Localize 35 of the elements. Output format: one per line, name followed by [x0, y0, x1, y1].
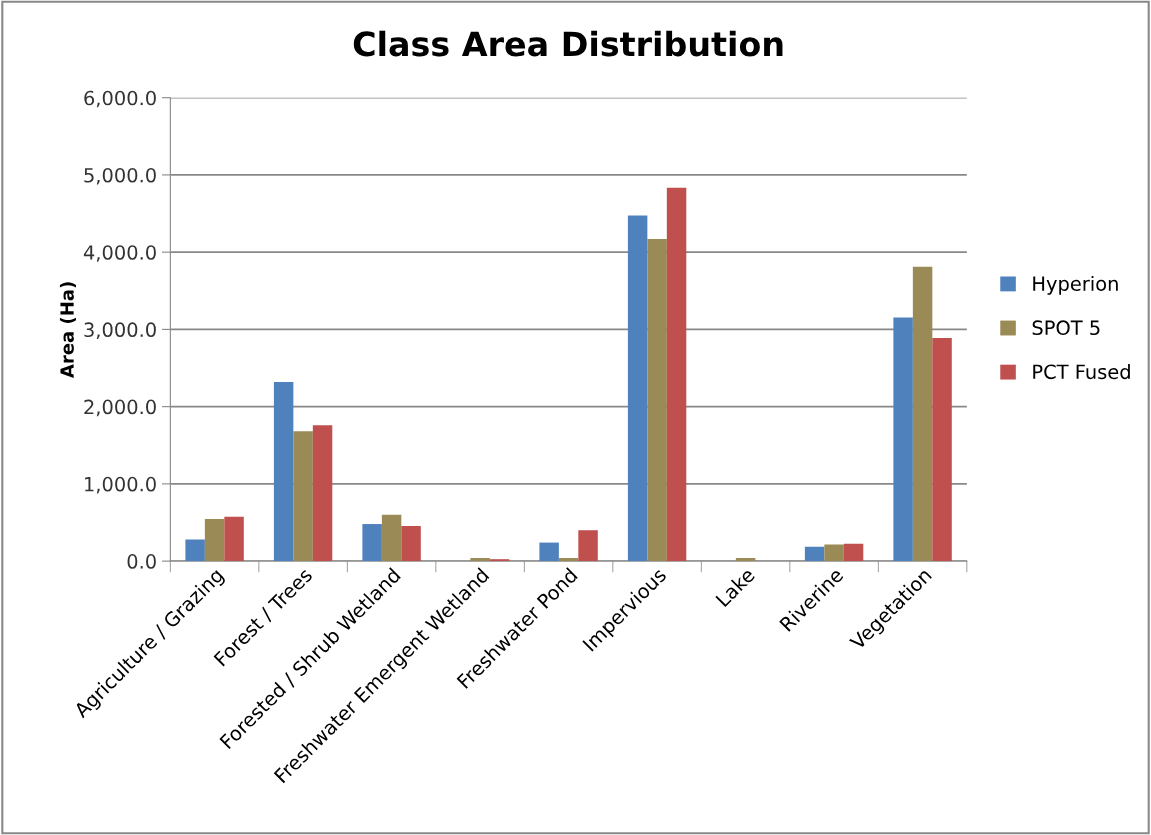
bar [558, 558, 579, 562]
legend-label: PCT Fused [1033, 364, 1130, 380]
y-tick-label: 2,000.0 [84, 399, 156, 417]
bar [824, 544, 844, 562]
y-tick-label: 5,000.0 [84, 167, 156, 185]
bar [401, 525, 421, 562]
bar [224, 516, 244, 562]
y-axis-title: Area (Ha) [59, 282, 77, 379]
bar [470, 558, 490, 562]
y-tick-label: 0.0 [127, 554, 156, 569]
bar [293, 431, 313, 562]
bar [204, 519, 225, 562]
bar [735, 558, 756, 562]
bar [843, 543, 864, 562]
bar [362, 524, 382, 562]
y-tick-label: 4,000.0 [83, 245, 156, 262]
bar [578, 530, 598, 562]
bar [647, 239, 667, 562]
chart-title: Class Area Distribution [353, 30, 783, 57]
bar [539, 542, 559, 562]
y-tick-label: 1,000.0 [85, 476, 156, 494]
bar [312, 425, 333, 562]
bar [273, 381, 294, 562]
legend-label: Hyperion [1033, 275, 1118, 295]
legend-label: SPOT 5 [1032, 320, 1100, 336]
y-tick-label: 3,000.0 [84, 322, 156, 340]
y-tick-label: 6,000.0 [84, 90, 156, 108]
bar [185, 539, 205, 562]
bar [627, 215, 648, 562]
bar [932, 337, 952, 562]
bar [666, 187, 687, 562]
bar [912, 266, 933, 562]
bar [893, 317, 913, 562]
bar [381, 514, 402, 562]
bar [804, 546, 825, 562]
